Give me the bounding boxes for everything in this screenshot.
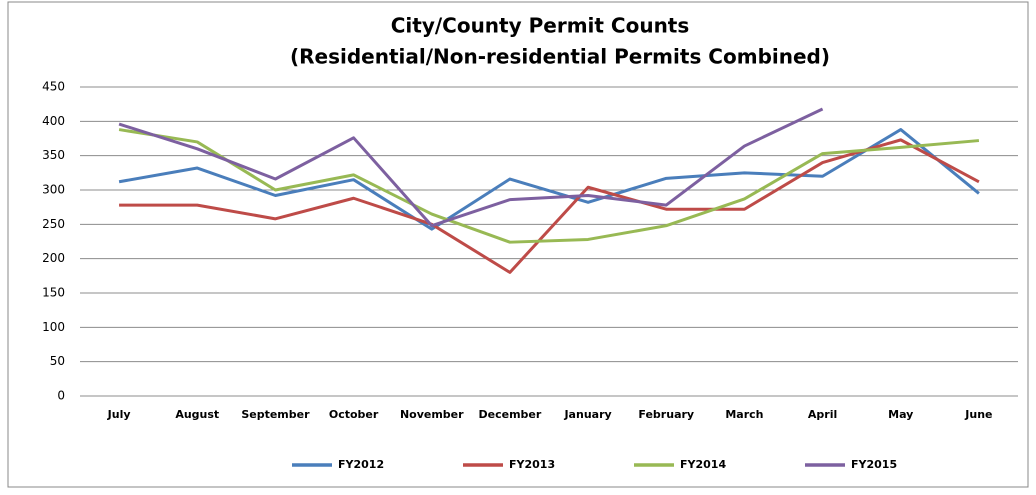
- chart-border: [7, 1, 1029, 488]
- y-tick-label: 100: [42, 320, 65, 334]
- x-tick-label: April: [808, 408, 837, 421]
- y-tick-label: 0: [57, 389, 65, 403]
- x-tick-label: September: [241, 408, 310, 421]
- y-tick-label: 150: [42, 286, 65, 300]
- x-tick-label: October: [329, 408, 379, 421]
- y-tick-label: 200: [42, 251, 65, 265]
- y-tick-label: 400: [42, 114, 65, 128]
- y-tick-label: 350: [42, 148, 65, 162]
- series-line: [118, 107, 824, 228]
- y-tick-label: 450: [42, 80, 65, 94]
- legend-label: FY2012: [338, 458, 384, 471]
- x-tick-label: January: [563, 408, 611, 421]
- x-tick-label: June: [964, 408, 992, 421]
- x-tick-label: May: [888, 408, 913, 421]
- chart-title: City/County Permit Counts: [391, 14, 690, 38]
- chart-subtitle: (Residential/Non-residential Permits Com…: [290, 45, 830, 69]
- legend-label: FY2013: [509, 458, 555, 471]
- x-tick-label: February: [638, 408, 694, 421]
- x-tick-label: August: [175, 408, 219, 421]
- series-line: [119, 138, 980, 274]
- y-tick-label: 250: [42, 217, 65, 231]
- x-tick-label: July: [107, 408, 131, 421]
- x-tick-label: November: [400, 408, 464, 421]
- series-line: [118, 128, 980, 244]
- legend-label: FY2015: [851, 458, 897, 471]
- y-tick-label: 300: [42, 183, 65, 197]
- x-tick-label: March: [725, 408, 763, 421]
- x-tick-label: December: [479, 408, 542, 421]
- series-line: [118, 128, 980, 231]
- legend-label: FY2014: [680, 458, 726, 471]
- y-tick-label: 50: [50, 354, 65, 368]
